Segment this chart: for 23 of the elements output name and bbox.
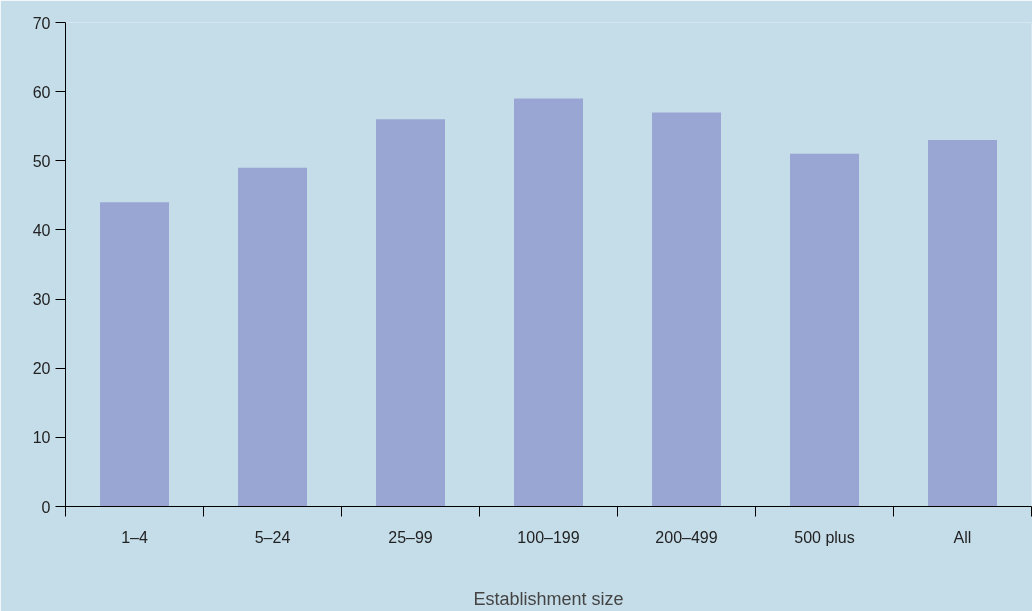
y-tick-label: 10 (32, 429, 51, 447)
bar (376, 119, 445, 507)
y-tick-label: 70 (32, 14, 51, 32)
bar (790, 153, 859, 507)
bar (514, 98, 583, 507)
bar (652, 112, 721, 507)
x-tick-label: 500 plus (794, 528, 855, 546)
y-tick-label: 40 (32, 221, 51, 239)
y-tick-label: 60 (32, 83, 51, 101)
x-axis-title: Establishment size (473, 588, 624, 609)
bar (928, 140, 997, 507)
y-tick-label: 20 (32, 360, 51, 378)
x-tick-label: 200–499 (655, 528, 718, 546)
x-tick-label: 5–24 (254, 528, 291, 546)
y-tick-label: 50 (32, 152, 51, 170)
x-tick-label: 1–4 (121, 528, 148, 546)
bar (238, 167, 307, 507)
y-tick-label: 0 (41, 498, 51, 516)
x-tick-label: All (953, 528, 972, 546)
y-tick-label: 30 (32, 291, 51, 309)
bar (100, 202, 169, 507)
x-tick-label: 100–199 (517, 528, 580, 546)
x-tick-label: 25–99 (388, 528, 433, 546)
